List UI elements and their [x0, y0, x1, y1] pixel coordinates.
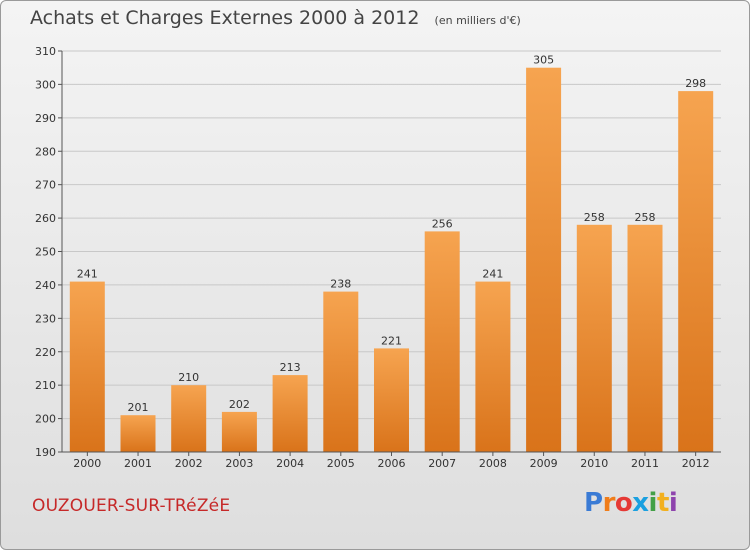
- y-tick-label: 260: [35, 212, 56, 225]
- bar-2007: [424, 231, 460, 452]
- data-label: 305: [533, 54, 554, 67]
- chart-title: Achats et Charges Externes 2000 à 2012: [30, 7, 420, 29]
- bar-2008: [475, 281, 511, 452]
- bar-2012: [678, 91, 714, 452]
- bar-2005: [323, 291, 359, 452]
- brand-letter: i: [668, 488, 678, 518]
- bar-2010: [576, 224, 612, 452]
- bar-2009: [526, 67, 562, 452]
- bar-2006: [374, 348, 409, 452]
- proxiti-logo: Proxiti: [584, 488, 678, 518]
- x-tick-label: 2002: [175, 457, 203, 470]
- bar-2002: [171, 385, 207, 452]
- data-label: 221: [381, 334, 402, 347]
- y-tick-label: 200: [35, 413, 56, 426]
- x-tick-label: 2003: [225, 457, 253, 470]
- data-label: 258: [584, 211, 605, 224]
- y-tick-label: 300: [35, 78, 56, 91]
- x-tick-label: 2004: [276, 457, 304, 470]
- data-label: 213: [280, 361, 301, 374]
- bar-2011: [627, 224, 663, 452]
- y-tick-label: 270: [35, 179, 56, 192]
- x-tick-label: 2008: [479, 457, 507, 470]
- y-tick-label: 310: [35, 45, 56, 58]
- y-tick-label: 250: [35, 246, 56, 259]
- brand-letter: o: [614, 488, 633, 518]
- bar-2001: [120, 415, 156, 452]
- data-labels: 241 201 210 202 213 238 221 256 241 305 258 258 298: [77, 54, 706, 415]
- data-label: 201: [128, 401, 149, 414]
- y-tick-label: 280: [35, 145, 56, 158]
- x-tick-label: 2005: [327, 457, 355, 470]
- bar-2003: [221, 411, 257, 452]
- x-tick-label: 2009: [530, 457, 558, 470]
- bar-2000: [69, 281, 105, 452]
- brand-letter: i: [648, 488, 658, 518]
- data-label: 298: [685, 77, 706, 90]
- x-tick-label: 2010: [580, 457, 608, 470]
- brand-letter: t: [656, 488, 669, 518]
- x-tick-label: 2011: [631, 457, 659, 470]
- data-label: 241: [482, 268, 503, 281]
- x-tick-label: 2012: [682, 457, 710, 470]
- chart-subtitle: (en milliers d'€): [434, 14, 521, 27]
- x-tick-label: 2000: [73, 457, 101, 470]
- y-tick-label: 230: [35, 312, 56, 325]
- y-tick-label: 190: [35, 446, 56, 459]
- bar-2004: [272, 375, 308, 452]
- chart-title-row: Achats et Charges Externes 2000 à 2012 (…: [30, 7, 521, 29]
- commune-name: OUZOUER-SUR-TRéZéE: [32, 496, 231, 516]
- brand-letter: x: [632, 488, 649, 518]
- data-label: 210: [178, 371, 199, 384]
- data-label: 238: [330, 278, 351, 291]
- y-tick-label: 220: [35, 346, 56, 359]
- brand-letter: r: [602, 488, 616, 518]
- data-label: 202: [229, 398, 250, 411]
- y-tick-label: 240: [35, 279, 56, 292]
- bars: [69, 67, 714, 452]
- data-label: 256: [432, 217, 453, 230]
- data-label: 258: [635, 211, 656, 224]
- y-tick-label: 290: [35, 112, 56, 125]
- data-label: 241: [77, 268, 98, 281]
- x-tick-label: 2007: [428, 457, 456, 470]
- x-tick-label: 2001: [124, 457, 152, 470]
- y-tick-label: 210: [35, 379, 56, 392]
- brand-letter: P: [584, 488, 603, 518]
- axes: 190 200 210 220 230 240 250 260 270 280 290 300 310 2…: [35, 45, 721, 470]
- x-tick-label: 2006: [378, 457, 406, 470]
